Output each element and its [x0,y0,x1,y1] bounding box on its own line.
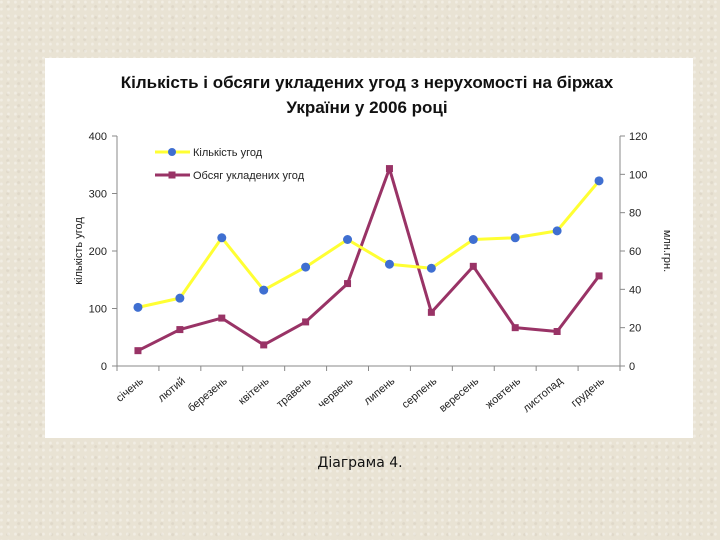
y-right-tick-label: 60 [629,246,641,258]
chart-title-line2: України у 2006 році [286,98,447,117]
series-line-1 [137,167,601,353]
legend-marker-count [168,148,176,156]
figure-caption: Діаграма 4. [317,455,403,471]
data-point-volume [302,318,310,326]
y-right-tick-label: 120 [629,131,647,143]
x-tick-label: лютий [156,375,188,405]
x-tick-label: вересень [437,375,481,415]
y-left-tick-label: 400 [89,131,107,143]
data-point-volume [385,165,393,173]
chart: Кількість і обсяги укладених угод з неру… [73,73,673,415]
data-point-count [552,226,562,236]
y-right-axis-title: млн.грн. [661,230,673,272]
data-point-volume [260,341,268,349]
data-point-volume [427,308,435,316]
data-point-volume [595,272,603,280]
data-point-count [384,259,394,269]
data-point-volume [218,314,226,322]
legend-label-volume: Обсяг укладених угод [193,170,305,182]
legend: Кількість угод Обсяг укладених угод [155,147,305,182]
x-tick-label: січень [114,375,146,405]
data-point-volume [344,280,352,288]
x-tick-label: квітень [236,375,271,407]
x-tick-label: грудень [569,375,607,410]
legend-marker-volume [168,171,176,179]
x-tick-label: листопад [521,375,566,415]
data-point-count [426,263,436,273]
data-point-volume [134,347,142,355]
y-right-tick-label: 40 [629,284,641,296]
legend-label-count: Кількість угод [193,147,263,159]
data-point-volume [469,262,477,270]
x-tick-label: жовтень [483,375,523,411]
x-tick-label: травень [274,375,313,411]
y-left-tick-label: 100 [89,304,107,316]
data-point-count [594,176,604,186]
data-point-count [510,233,520,243]
y-right-tick-label: 20 [629,323,641,335]
x-tick-label: серпень [400,375,440,411]
y-right-tick-label: 80 [629,208,641,220]
y-right-tick-label: 0 [629,361,635,373]
series-line-0 [137,179,601,309]
data-point-count [343,235,353,244]
data-point-volume [176,326,184,334]
data-point-count [259,285,269,295]
chart-panel: Кількість і обсяги укладених угод з неру… [45,58,693,438]
x-tick-label: березень [186,375,230,415]
data-point-count [468,235,478,244]
data-point-volume [511,324,519,332]
x-tick-label: липень [362,375,398,408]
x-tick-label: червень [316,375,356,411]
data-point-count [133,302,143,312]
y-right-tick-label: 100 [629,169,647,181]
data-point-volume [553,328,561,335]
data-point-count [301,262,311,272]
data-point-count [217,233,227,243]
y-left-axis-title: кількість угод [73,217,85,285]
y-left-tick-label: 200 [89,246,107,258]
y-left-tick-label: 0 [101,361,107,373]
chart-title-line1: Кількість і обсяги укладених угод з неру… [121,73,614,92]
y-left-tick-label: 300 [89,189,107,201]
data-point-count [175,293,185,303]
